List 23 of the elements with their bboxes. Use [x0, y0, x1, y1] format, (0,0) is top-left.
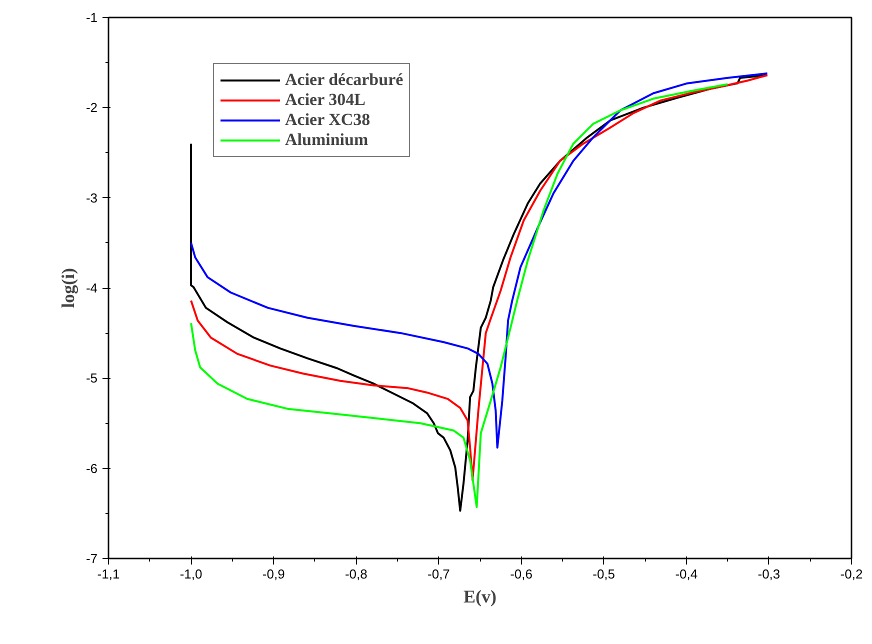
legend-label: Acier XC38 [285, 110, 370, 130]
x-tick-label: -0,6 [510, 566, 532, 582]
y-tick-label: -6 [86, 460, 98, 476]
x-tick-label: -0,7 [428, 566, 450, 582]
y-tick-label: -5 [86, 370, 98, 386]
x-tick-label: -0,8 [344, 566, 368, 582]
y-tick-label: -4 [86, 280, 98, 296]
x-tick-label: -1,0 [180, 566, 202, 582]
y-axis-title: log(i) [58, 268, 78, 308]
x-tick-label: -0,2 [840, 566, 863, 582]
y-tick-label: -1 [86, 10, 98, 25]
x-tick-label: -0,4 [675, 566, 698, 582]
y-tick-label: -2 [86, 100, 98, 116]
y-tick-label: -7 [86, 551, 98, 566]
x-tick-label: -0,9 [262, 566, 285, 582]
x-tick-label: -1,1 [97, 566, 120, 582]
x-tick-label: -0,3 [758, 566, 780, 582]
legend-label: Aluminium [285, 130, 368, 150]
x-tick-label: -0,5 [592, 566, 616, 582]
x-axis-title: E(v) [464, 586, 497, 606]
y-tick-label: -3 [86, 190, 98, 206]
legend-label: Acier décarburé [285, 70, 404, 90]
legend-label: Acier 304L [285, 90, 366, 110]
